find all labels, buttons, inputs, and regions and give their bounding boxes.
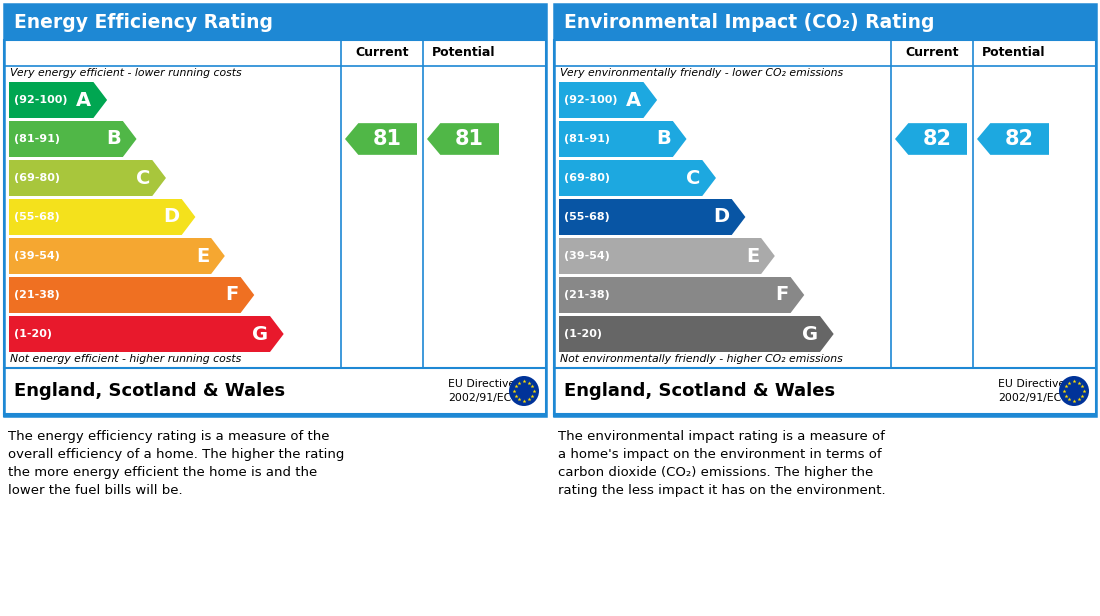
Text: Very environmentally friendly - lower CO₂ emissions: Very environmentally friendly - lower CO… (560, 68, 843, 78)
Text: The environmental impact rating is a measure of
a home's impact on the environme: The environmental impact rating is a mea… (558, 430, 886, 497)
Text: (81-91): (81-91) (14, 134, 60, 144)
Text: EU Directive
2002/91/EC: EU Directive 2002/91/EC (448, 379, 515, 403)
Text: (21-38): (21-38) (564, 290, 609, 300)
Text: Current: Current (905, 46, 959, 60)
Polygon shape (559, 277, 804, 313)
Text: (39-54): (39-54) (14, 251, 59, 261)
Text: (21-38): (21-38) (14, 290, 59, 300)
Text: E: E (196, 246, 209, 265)
Text: B: B (656, 129, 671, 148)
Bar (4, 40, 546, 416)
Polygon shape (977, 123, 1049, 155)
Text: D: D (164, 208, 179, 227)
Polygon shape (9, 160, 166, 196)
Text: B: B (106, 129, 121, 148)
Text: Not environmentally friendly - higher CO₂ emissions: Not environmentally friendly - higher CO… (560, 354, 843, 364)
Polygon shape (9, 82, 107, 118)
Text: G: G (802, 325, 818, 344)
Text: D: D (714, 208, 729, 227)
Text: 81: 81 (373, 129, 403, 149)
Text: (55-68): (55-68) (14, 212, 59, 222)
Polygon shape (559, 316, 834, 352)
Polygon shape (9, 238, 224, 274)
Text: F: F (226, 285, 239, 304)
Text: England, Scotland & Wales: England, Scotland & Wales (564, 382, 835, 400)
Polygon shape (559, 121, 686, 157)
Text: 81: 81 (455, 129, 484, 149)
Text: Potential: Potential (982, 46, 1046, 60)
Text: EU Directive
2002/91/EC: EU Directive 2002/91/EC (998, 379, 1065, 403)
Text: A: A (626, 91, 641, 110)
Bar (4, 4, 546, 416)
Text: 82: 82 (923, 129, 953, 149)
Text: Very energy efficient - lower running costs: Very energy efficient - lower running co… (10, 68, 242, 78)
Bar (554, 40, 1096, 416)
Text: The energy efficiency rating is a measure of the
overall efficiency of a home. T: The energy efficiency rating is a measur… (8, 430, 344, 497)
Text: Current: Current (355, 46, 409, 60)
Circle shape (509, 376, 539, 406)
Text: (69-80): (69-80) (14, 173, 60, 183)
Text: E: E (746, 246, 759, 265)
Text: Environmental Impact (CO₂) Rating: Environmental Impact (CO₂) Rating (564, 12, 935, 31)
Text: Not energy efficient - higher running costs: Not energy efficient - higher running co… (10, 354, 241, 364)
Polygon shape (9, 316, 284, 352)
Text: C: C (686, 169, 701, 187)
Bar (554, 4, 1096, 416)
Text: G: G (252, 325, 268, 344)
Polygon shape (559, 82, 657, 118)
Text: (81-91): (81-91) (564, 134, 611, 144)
Text: England, Scotland & Wales: England, Scotland & Wales (14, 382, 285, 400)
Text: (39-54): (39-54) (564, 251, 609, 261)
Polygon shape (559, 238, 774, 274)
Polygon shape (895, 123, 967, 155)
Text: A: A (76, 91, 91, 110)
Text: (1-20): (1-20) (14, 329, 52, 339)
Polygon shape (9, 121, 136, 157)
Text: Potential: Potential (432, 46, 496, 60)
Polygon shape (559, 160, 716, 196)
Bar (4, 4, 546, 40)
Text: (55-68): (55-68) (564, 212, 609, 222)
Polygon shape (559, 199, 746, 235)
Polygon shape (9, 277, 254, 313)
Circle shape (1059, 376, 1089, 406)
Text: 82: 82 (1005, 129, 1034, 149)
Text: (92-100): (92-100) (14, 95, 67, 105)
Text: (69-80): (69-80) (564, 173, 611, 183)
Text: (92-100): (92-100) (564, 95, 617, 105)
Text: F: F (776, 285, 789, 304)
Polygon shape (427, 123, 499, 155)
Bar (554, 4, 1096, 40)
Polygon shape (345, 123, 417, 155)
Polygon shape (9, 199, 196, 235)
Text: C: C (136, 169, 151, 187)
Text: Energy Efficiency Rating: Energy Efficiency Rating (14, 12, 273, 31)
Text: (1-20): (1-20) (564, 329, 602, 339)
